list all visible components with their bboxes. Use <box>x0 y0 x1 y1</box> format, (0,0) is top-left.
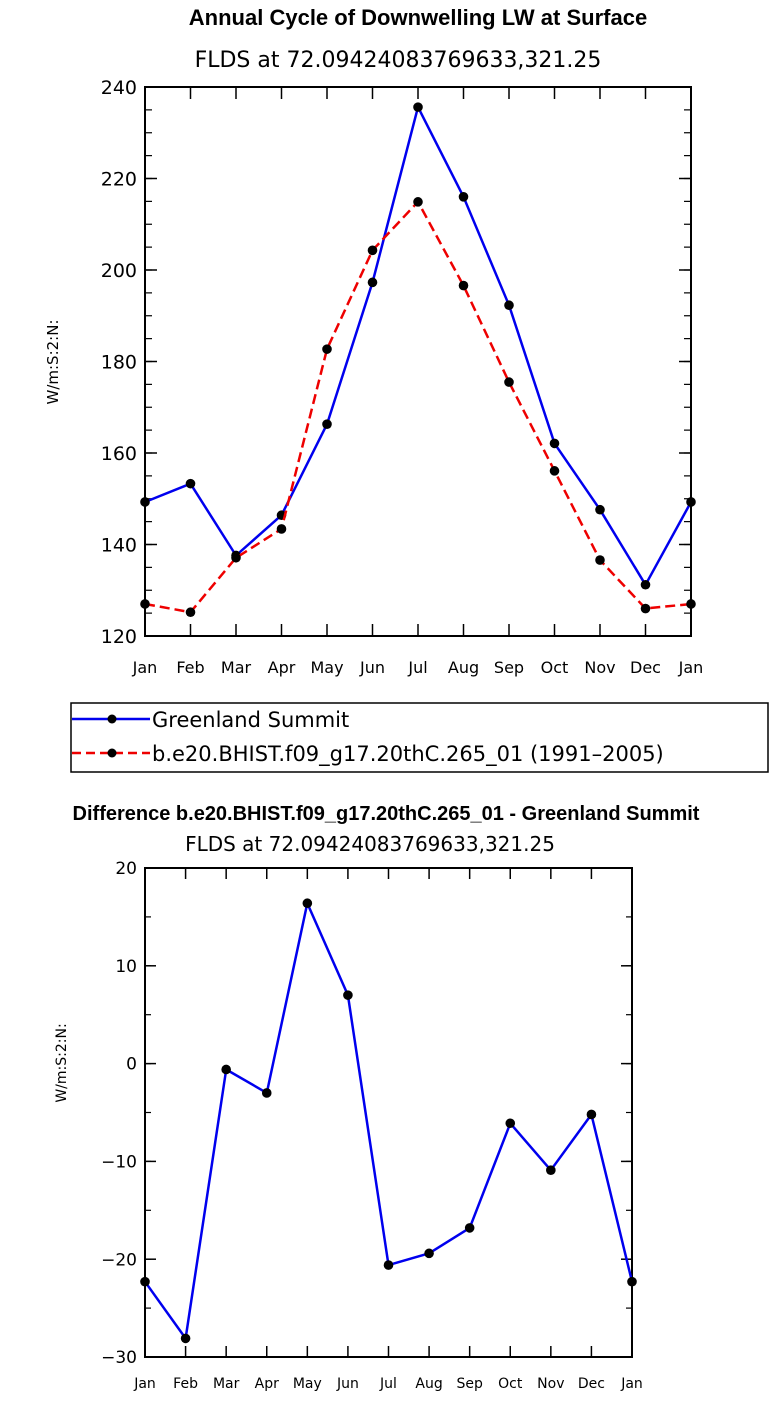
x-tick-label: Mar <box>213 1376 240 1392</box>
data-point <box>586 1109 597 1120</box>
x-tick-label: Mar <box>221 658 252 677</box>
y-tick-label: −30 <box>101 1348 137 1368</box>
x-tick-label: Dec <box>578 1376 605 1392</box>
x-tick-label: Jan <box>133 1376 156 1392</box>
chart2-plot-frame <box>144 867 633 1358</box>
chart2-axes: Jan Feb Mar Apr May Jun Jul Aug Sep Oct Nov Dec Jan −… <box>101 859 643 1392</box>
x-tick-label: Aug <box>448 658 479 677</box>
data-point <box>595 504 605 515</box>
x-tick-label: Apr <box>268 658 296 677</box>
chart1-axes: Jan Feb Mar Apr May Jun Jul Aug Sep Oct Nov Dec Jan 1… <box>101 77 704 677</box>
x-tick-label: Jul <box>379 1376 397 1392</box>
x-tick-label: Oct <box>498 1376 523 1392</box>
data-point <box>367 245 378 256</box>
x-tick-label: Nov <box>537 1376 564 1392</box>
data-point <box>505 1118 516 1129</box>
y-tick-label: 160 <box>101 443 137 465</box>
data-point <box>458 280 469 291</box>
data-point <box>185 478 196 489</box>
y-tick-label: 180 <box>101 351 137 373</box>
data-point <box>140 1276 150 1287</box>
data-point <box>383 1260 394 1270</box>
x-tick-label: Sep <box>456 1376 483 1392</box>
data-point <box>640 603 651 614</box>
x-tick-label: Jun <box>359 658 385 677</box>
chart1-ylabel: W/m:S:2:N: <box>44 320 62 405</box>
chart1-subtitle: FLDS at 72.09424083769633,321.25 <box>195 48 602 73</box>
x-tick-label: Dec <box>630 658 661 677</box>
x-tick-label: Sep <box>494 658 524 677</box>
legend: Greenland Summit b.e20.BHIST.f09_g17.20t… <box>70 702 769 773</box>
data-point <box>140 497 150 507</box>
y-tick-label: −20 <box>101 1250 137 1270</box>
legend-marker-greenland <box>107 714 117 724</box>
data-point <box>140 599 150 609</box>
data-point <box>302 898 313 909</box>
x-tick-label: Nov <box>584 658 615 677</box>
data-point <box>549 438 560 449</box>
data-point <box>549 466 560 476</box>
x-tick-label: Jul <box>407 658 427 677</box>
chart2-series <box>140 898 637 1344</box>
x-tick-label: Jan <box>620 1376 643 1392</box>
data-point <box>424 1248 434 1259</box>
legend-box <box>70 702 769 773</box>
data-point <box>413 102 423 112</box>
data-point <box>221 1064 231 1075</box>
legend-marker-model <box>107 748 117 758</box>
x-tick-label: Jan <box>678 658 704 677</box>
data-point <box>546 1165 556 1176</box>
x-tick-label: May <box>310 658 343 677</box>
data-point <box>627 1276 637 1287</box>
chart1-title: Annual Cycle of Downwelling LW at Surfac… <box>189 5 647 30</box>
x-tick-label: Oct <box>541 658 569 677</box>
chart2-title: Difference b.e20.BHIST.f09_g17.20thC.265… <box>73 803 700 825</box>
x-tick-label: Jan <box>132 658 158 677</box>
x-tick-label: May <box>293 1376 322 1392</box>
y-tick-label: −10 <box>101 1153 137 1173</box>
x-tick-label: Jun <box>336 1376 359 1392</box>
legend-label-model: b.e20.BHIST.f09_g17.20thC.265_01 (1991–2… <box>152 742 664 767</box>
series-line-0 <box>144 105 693 587</box>
chart2-subtitle: FLDS at 72.09424083769633,321.25 <box>185 832 555 856</box>
data-point <box>595 555 605 565</box>
y-tick-label: 0 <box>126 1055 137 1075</box>
x-tick-label: Feb <box>176 658 204 677</box>
y-tick-label: 240 <box>101 77 137 99</box>
y-tick-label: 200 <box>101 260 137 282</box>
x-tick-label: Apr <box>255 1376 279 1392</box>
data-point <box>413 197 423 207</box>
data-point <box>322 419 332 429</box>
data-point <box>322 344 332 354</box>
data-point <box>504 300 514 311</box>
data-point <box>367 277 378 288</box>
data-point <box>504 377 514 387</box>
chart1-series <box>140 102 696 618</box>
data-point <box>458 192 469 202</box>
x-tick-label: Aug <box>415 1376 442 1392</box>
y-tick-label: 220 <box>101 168 137 190</box>
data-point <box>464 1223 475 1233</box>
data-point <box>640 579 651 590</box>
chart1-plot-frame <box>144 86 692 637</box>
legend-label-greenland: Greenland Summit <box>152 708 349 732</box>
data-point <box>261 1088 272 1098</box>
y-tick-label: 140 <box>101 534 137 556</box>
y-tick-label: 120 <box>101 626 137 648</box>
y-tick-label: 20 <box>115 859 137 879</box>
data-point <box>686 497 696 507</box>
data-point <box>231 552 241 563</box>
series-line-0 <box>143 901 634 1340</box>
data-point <box>185 607 196 618</box>
data-point <box>686 599 696 609</box>
series-line-1 <box>144 200 692 614</box>
data-point <box>343 990 353 1000</box>
data-point <box>276 524 287 534</box>
y-tick-label: 10 <box>115 957 137 977</box>
chart2-ylabel: W/m:S:2:N: <box>54 1023 70 1102</box>
x-tick-label: Feb <box>173 1376 198 1392</box>
data-point <box>180 1333 191 1344</box>
